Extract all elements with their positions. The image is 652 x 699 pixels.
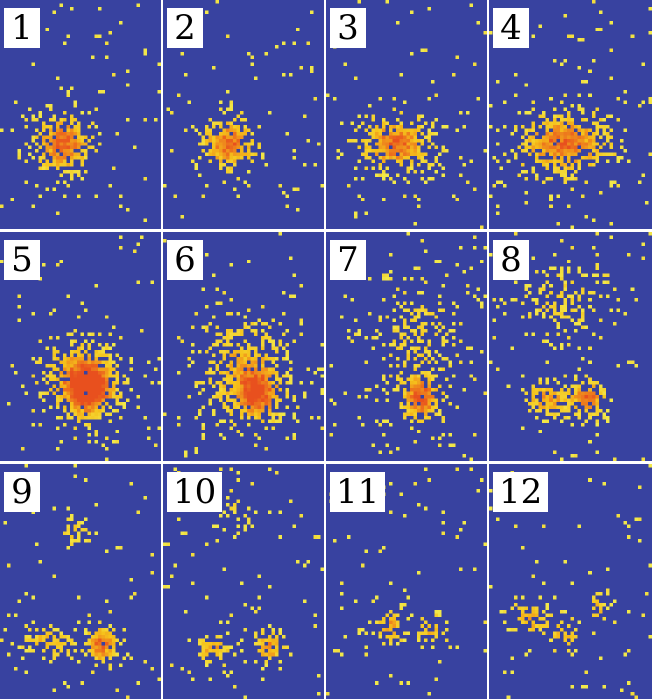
panel-8: 8: [489, 232, 652, 461]
panel-1: 1: [0, 0, 161, 229]
panel-label: 3: [330, 8, 366, 48]
panel-label: 8: [493, 240, 529, 280]
panel-12: 12: [489, 464, 652, 699]
panel-6: 6: [163, 232, 324, 461]
panel-label: 2: [167, 8, 203, 48]
panel-10: 10: [163, 464, 324, 699]
panel-label: 4: [493, 8, 529, 48]
panel-2: 2: [163, 0, 324, 229]
panel-4: 4: [489, 0, 652, 229]
panel-label: 7: [330, 240, 366, 280]
panel-label: 6: [167, 240, 203, 280]
panel-label: 12: [493, 472, 549, 512]
panel-5: 5: [0, 232, 161, 461]
panel-label: 9: [4, 472, 40, 512]
panel-7: 7: [326, 232, 487, 461]
panel-11: 11: [326, 464, 487, 699]
panel-label: 11: [330, 472, 386, 512]
panel-label: 10: [167, 472, 223, 512]
panel-label: 1: [4, 8, 40, 48]
panel-9: 9: [0, 464, 161, 699]
panel-label: 5: [4, 240, 40, 280]
panel-3: 3: [326, 0, 487, 229]
